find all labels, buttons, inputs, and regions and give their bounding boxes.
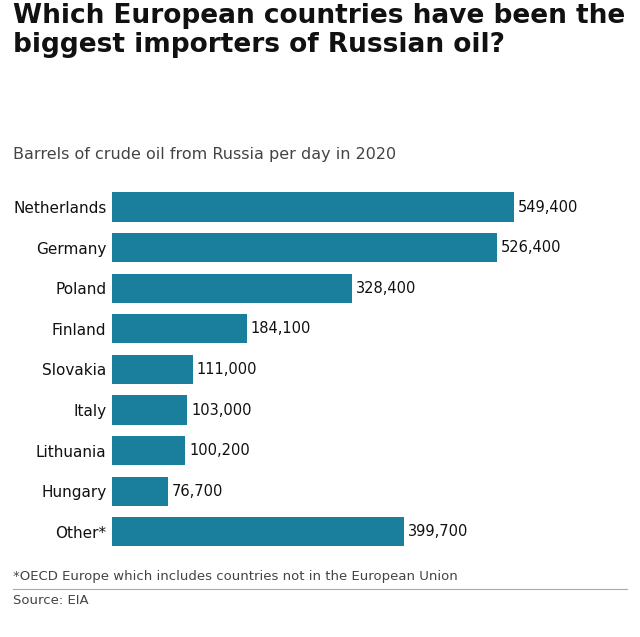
Bar [112,233,497,262]
Text: 399,700: 399,700 [408,524,468,540]
Bar [112,396,188,425]
Text: 184,100: 184,100 [250,321,310,336]
Text: 76,700: 76,700 [172,483,223,499]
Bar [112,476,168,506]
Bar [112,436,186,465]
Text: Which European countries have been the
biggest importers of Russian oil?: Which European countries have been the b… [13,3,625,58]
Text: 526,400: 526,400 [500,240,561,255]
Text: 328,400: 328,400 [356,281,416,296]
Text: C: C [612,603,624,618]
Bar [112,314,246,343]
Bar [112,355,193,384]
Bar [112,517,404,547]
Text: 103,000: 103,000 [191,403,252,418]
Text: B: B [586,603,598,618]
Text: *OECD Europe which includes countries not in the European Union: *OECD Europe which includes countries no… [13,570,458,583]
Text: 100,200: 100,200 [189,443,250,458]
Bar [112,274,352,303]
Text: B: B [560,603,572,618]
Text: Barrels of crude oil from Russia per day in 2020: Barrels of crude oil from Russia per day… [13,147,396,162]
Bar [112,192,514,222]
Text: Source: EIA: Source: EIA [13,594,88,606]
Text: 111,000: 111,000 [197,362,257,377]
Text: 549,400: 549,400 [518,199,578,215]
